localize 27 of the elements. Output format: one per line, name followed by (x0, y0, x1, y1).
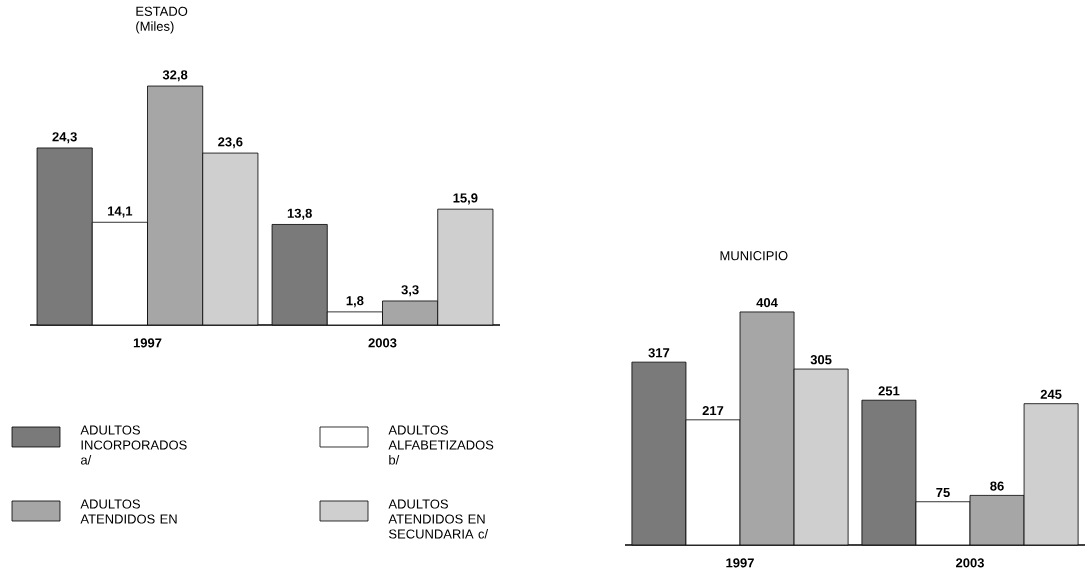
legend-label: ADULTOS ATENDIDOS EN (80, 499, 177, 524)
data-label: 15,9 (453, 193, 478, 205)
data-label: 24,3 (52, 132, 77, 144)
data-label: 86 (990, 481, 1004, 491)
data-label: 32,8 (162, 70, 188, 82)
data-label: 14,1 (108, 206, 133, 218)
legend-label: ADULTOS INCORPORADOS a/ (80, 425, 187, 465)
x-tick-label: 1997 (726, 558, 754, 568)
data-label: 251 (878, 386, 900, 396)
data-label: 1,8 (346, 296, 364, 308)
legend-label: ADULTOS ALFABETIZADOS b/ (388, 425, 494, 465)
data-label: 13,8 (287, 208, 312, 220)
data-label: 317 (648, 348, 670, 358)
data-label: 245 (1040, 389, 1062, 399)
data-label: 3,3 (401, 285, 419, 297)
chart-subtitle: (Miles) (136, 21, 174, 34)
data-label: 75 (936, 487, 950, 497)
chart-title: ESTADO (136, 6, 188, 16)
data-label: 305 (810, 355, 832, 365)
data-label: 217 (702, 406, 724, 416)
data-label: 23,6 (218, 137, 243, 149)
x-tick-label: 2003 (368, 338, 397, 348)
chart-title: MUNICIPIO (720, 251, 788, 261)
x-tick-label: 2003 (955, 558, 984, 568)
data-label: 404 (756, 298, 778, 308)
x-tick-label: 1997 (133, 338, 162, 348)
legend-label: ADULTOS ATENDIDOS EN SECUNDARIA c/ (388, 499, 489, 539)
